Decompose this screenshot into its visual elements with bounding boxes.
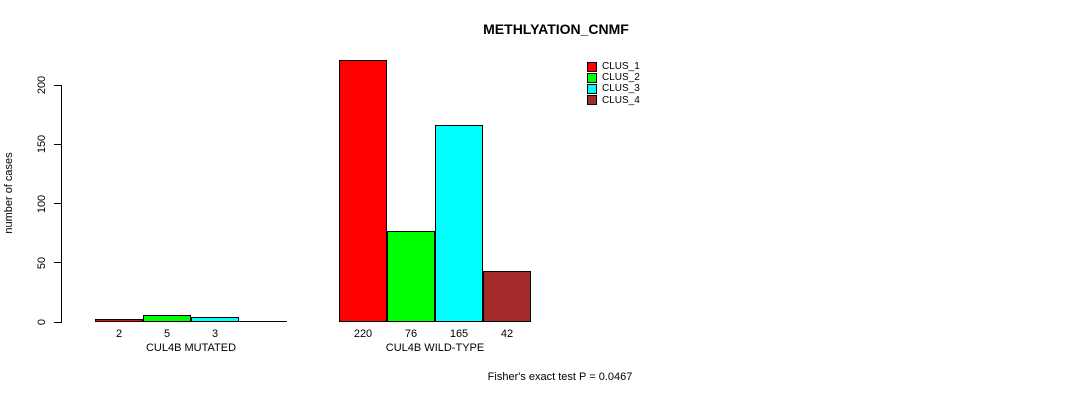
- y-tick-label: 50: [36, 256, 48, 269]
- y-tick-mark: [54, 262, 61, 264]
- bar-clus_2-wildtype: [387, 231, 435, 322]
- y-tick-label: 100: [36, 194, 48, 213]
- legend-swatch-icon: [587, 83, 597, 94]
- y-tick-mark: [54, 143, 61, 145]
- y-axis-line: [61, 85, 62, 323]
- y-tick-mark: [54, 321, 61, 323]
- legend-label: CLUS_4: [602, 94, 640, 106]
- legend-swatch-icon: [587, 95, 597, 106]
- y-tick-mark: [54, 203, 61, 204]
- bar-value-label: 220: [353, 328, 373, 340]
- bar-clus_3-mutated: [191, 317, 239, 322]
- y-tick-label: 150: [36, 135, 48, 154]
- y-axis-label: number of cases: [3, 152, 15, 234]
- bar-clus_1-mutated: [95, 319, 143, 322]
- legend-label: CLUS_2: [602, 72, 640, 84]
- bar-value-label: 2: [115, 328, 123, 340]
- legend-item-clus_2: CLUS_2: [587, 72, 640, 83]
- bar-clus_3-wildtype: [435, 125, 483, 322]
- bar-clus_4-mutated: [239, 321, 287, 322]
- legend-label: CLUS_1: [602, 61, 640, 73]
- bar-value-label: 3: [211, 328, 219, 340]
- legend-swatch-icon: [587, 61, 597, 72]
- legend-swatch-icon: [587, 72, 597, 83]
- legend-item-clus_3: CLUS_3: [587, 83, 640, 94]
- x-group-label-mutated: CUL4B MUTATED: [145, 342, 237, 354]
- bar-value-label: 76: [404, 328, 418, 340]
- y-tick-label: 0: [36, 318, 48, 326]
- bar-value-label: 42: [500, 328, 514, 340]
- fisher-test-annotation: Fisher's exact test P = 0.0467: [487, 371, 633, 383]
- legend-label: CLUS_3: [602, 83, 640, 95]
- bar-clus_2-mutated: [143, 315, 191, 322]
- legend-item-clus_1: CLUS_1: [587, 61, 640, 72]
- bar-value-label: 165: [449, 328, 469, 340]
- bar-value-label: 5: [163, 328, 171, 340]
- x-group-label-wildtype: CUL4B WILD-TYPE: [385, 342, 485, 354]
- chart-title: METHLYATION_CNMF: [483, 21, 629, 37]
- bar-clus_1-wildtype: [339, 60, 387, 322]
- bar-clus_4-wildtype: [483, 271, 531, 322]
- y-tick-label: 200: [36, 75, 48, 95]
- legend-item-clus_4: CLUS_4: [587, 95, 640, 106]
- legend: CLUS_1 CLUS_2 CLUS_3 CLUS_4: [587, 61, 640, 106]
- y-tick-mark: [54, 84, 61, 86]
